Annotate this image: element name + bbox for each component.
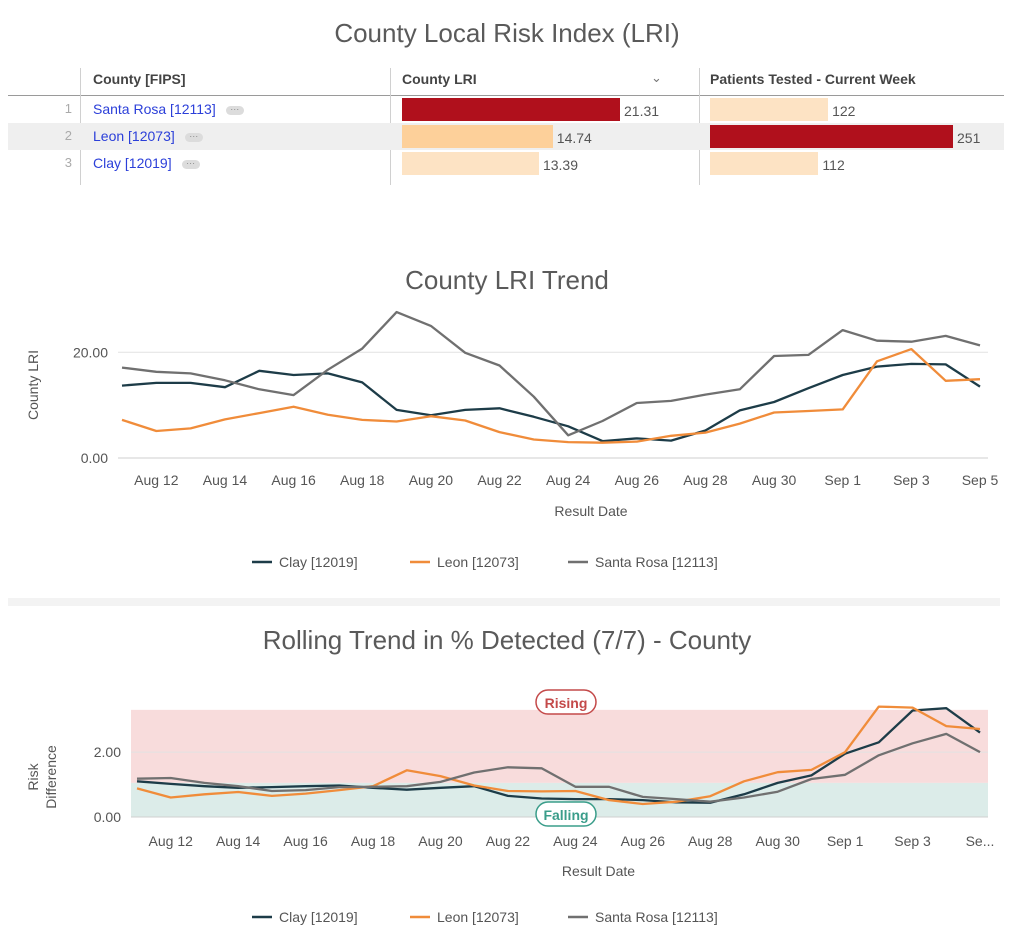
series-line-leon xyxy=(121,347,981,444)
x-tick-label: Aug 22 xyxy=(477,472,522,488)
section-divider xyxy=(8,598,1000,606)
y-tick-label: 2.00 xyxy=(94,744,121,760)
series-line-santa xyxy=(121,310,981,437)
ellipsis-icon[interactable]: ··· xyxy=(184,131,203,142)
y-axis-label: County LRI xyxy=(25,350,41,420)
band-label-pill-rising xyxy=(535,689,597,715)
band-label-falling: Falling xyxy=(543,807,588,823)
table-row[interactable]: 3 Clay [12019] ··· 13.39 112 xyxy=(8,150,1004,177)
table-header: County [FIPS] County LRI ⌄ Patients Test… xyxy=(8,68,1004,96)
x-tick-label: Aug 12 xyxy=(149,833,194,849)
chevron-down-icon[interactable]: ⌄ xyxy=(651,70,662,85)
row-number: 2 xyxy=(64,128,72,143)
series-line-leon xyxy=(136,705,981,806)
tested-bar xyxy=(710,125,953,148)
y-tick-label: 0.00 xyxy=(94,809,121,825)
x-tick-label: Aug 16 xyxy=(271,472,316,488)
legend-label: Clay [12019] xyxy=(279,554,358,570)
x-tick-label: Aug 26 xyxy=(615,472,660,488)
chart2-title: Rolling Trend in % Detected (7/7) - Coun… xyxy=(262,625,752,655)
county-name: Clay [12019] xyxy=(93,155,172,171)
y-tick-label: 0.00 xyxy=(81,450,108,466)
x-tick-label: Aug 18 xyxy=(351,833,396,849)
x-tick-label: Sep 1 xyxy=(824,472,861,488)
county-link[interactable]: Santa Rosa [12113] ··· xyxy=(93,101,244,117)
x-tick-label: Aug 30 xyxy=(755,833,800,849)
x-tick-label: Aug 28 xyxy=(688,833,733,849)
band-label-rising: Rising xyxy=(545,695,588,711)
rolling-trend-chart: 0.00 2.00 Rising Falling Aug 12 Aug 14 Aug 16 A… xyxy=(25,689,995,925)
lri-value: 14.74 xyxy=(556,130,592,146)
county-name: Santa Rosa [12113] xyxy=(93,101,216,117)
column-header-county[interactable]: County [FIPS] xyxy=(93,71,186,87)
band-label-pill-falling xyxy=(535,801,597,827)
tested-value: 122 xyxy=(832,103,856,119)
x-tick-label: Aug 16 xyxy=(283,833,328,849)
lri-table: County [FIPS] County LRI ⌄ Patients Test… xyxy=(8,68,1004,185)
x-tick-label: Aug 28 xyxy=(683,472,728,488)
ellipsis-icon[interactable]: ··· xyxy=(181,158,200,169)
county-link[interactable]: Clay [12019] ··· xyxy=(93,155,200,171)
x-tick-label: Sep 3 xyxy=(894,833,931,849)
lri-trend-chart: 0.00 20.00 Aug 12 Aug 14 Aug 16 Aug 18 Aug 20 A… xyxy=(25,310,999,570)
row-number: 3 xyxy=(64,155,72,170)
x-tick-label: Aug 14 xyxy=(216,833,261,849)
x-tick-label: Aug 24 xyxy=(553,833,598,849)
column-header-lri[interactable]: County LRI xyxy=(402,71,477,87)
x-tick-label: Sep 5 xyxy=(962,472,999,488)
x-tick-label: Aug 12 xyxy=(134,472,179,488)
lri-bar xyxy=(402,125,553,148)
series-line-santa xyxy=(136,732,981,803)
x-axis-label: Result Date xyxy=(562,863,635,879)
lri-value: 13.39 xyxy=(542,157,579,173)
x-tick-label: Aug 26 xyxy=(621,833,666,849)
x-tick-label: Aug 22 xyxy=(486,833,531,849)
row-number: 1 xyxy=(64,101,72,116)
county-link[interactable]: Leon [12073] ··· xyxy=(93,128,203,144)
y-axis-label: Risk xyxy=(25,762,41,790)
legend-label: Santa Rosa [12113] xyxy=(595,554,718,570)
series-line-clay xyxy=(136,707,981,804)
x-tick-label: Aug 30 xyxy=(752,472,797,488)
table-row[interactable]: 1 Santa Rosa [12113] ··· 21.31 122 xyxy=(8,96,1004,123)
tested-value: 251 xyxy=(957,130,981,146)
ellipsis-icon[interactable]: ··· xyxy=(225,104,244,115)
x-axis-label: Result Date xyxy=(554,503,627,519)
table-body: 1 Santa Rosa [12113] ··· 21.31 122 2 Leon [120… xyxy=(8,96,1004,177)
chart1-title: County LRI Trend xyxy=(405,265,609,295)
x-tick-label: Aug 18 xyxy=(340,472,385,488)
column-header-tested[interactable]: Patients Tested - Current Week xyxy=(710,71,916,87)
tested-bar xyxy=(710,152,819,175)
x-tick-label: Sep 3 xyxy=(893,472,930,488)
x-tick-label: Aug 20 xyxy=(409,472,454,488)
band-rising xyxy=(131,709,988,783)
x-tick-label: Aug 20 xyxy=(418,833,463,849)
lri-bar xyxy=(402,152,539,175)
x-tick-label: Aug 24 xyxy=(546,472,591,488)
tested-value: 112 xyxy=(822,157,845,173)
legend-label: Clay [12019] xyxy=(279,909,358,925)
county-name: Leon [12073] xyxy=(93,128,175,144)
legend-label: Leon [12073] xyxy=(437,909,519,925)
tested-bar xyxy=(710,98,829,121)
table-row[interactable]: 2 Leon [12073] ··· 14.74 251 xyxy=(8,123,1004,150)
lri-bar xyxy=(402,98,620,121)
x-tick-label: Se... xyxy=(966,833,995,849)
legend-label: Leon [12073] xyxy=(437,554,519,570)
series-line-clay xyxy=(121,362,981,443)
lri-value: 21.31 xyxy=(624,103,660,119)
y-axis-label: Difference xyxy=(43,745,59,809)
y-tick-label: 20.00 xyxy=(73,344,108,360)
legend-label: Santa Rosa [12113] xyxy=(595,909,718,925)
table-title: County Local Risk Index (LRI) xyxy=(334,18,680,48)
x-tick-label: Aug 14 xyxy=(203,472,248,488)
x-tick-label: Sep 1 xyxy=(827,833,864,849)
